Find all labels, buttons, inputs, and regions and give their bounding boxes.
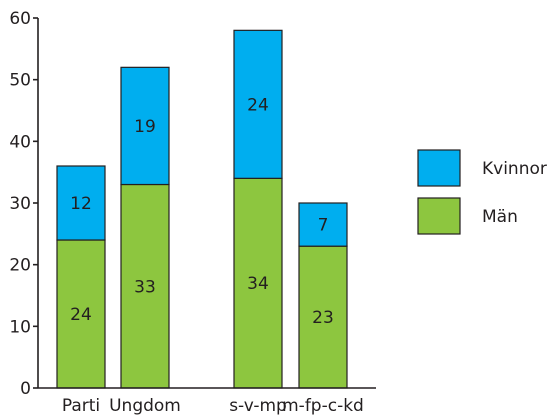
data-label: 7 bbox=[318, 216, 329, 236]
bar-segment-kvinnor bbox=[233, 29, 283, 179]
data-labels: 24 12 33 19 34 24 23 7 bbox=[70, 95, 334, 328]
data-label: 34 bbox=[247, 274, 269, 294]
y-tick-label: 30 bbox=[9, 194, 31, 214]
data-label: 24 bbox=[247, 95, 269, 115]
x-category-label: Ungdom bbox=[109, 396, 181, 416]
bar-segment-män bbox=[298, 245, 348, 389]
y-axis-ticks: 0 10 20 30 40 50 60 bbox=[9, 9, 38, 399]
bar-segment-kvinnor bbox=[298, 202, 348, 247]
legend: Kvinnor Män bbox=[417, 149, 547, 235]
bar-segment-män bbox=[233, 177, 283, 389]
bar-segment-kvinnor bbox=[56, 165, 106, 241]
bars bbox=[56, 29, 348, 389]
x-category-label: s-v-mp bbox=[229, 396, 287, 416]
legend-swatch-män bbox=[417, 197, 461, 235]
data-label: 12 bbox=[70, 194, 92, 214]
data-label: 33 bbox=[134, 277, 156, 297]
y-tick-label: 20 bbox=[9, 256, 31, 276]
y-tick-label: 10 bbox=[9, 317, 31, 337]
x-category-label: m-fp-c-kd bbox=[282, 396, 364, 416]
bar-segment-kvinnor bbox=[120, 66, 170, 186]
y-tick-label: 0 bbox=[20, 379, 31, 399]
x-category-label: Parti bbox=[62, 396, 100, 416]
data-label: 23 bbox=[312, 308, 334, 328]
legend-label-kvinnor: Kvinnor bbox=[482, 159, 547, 179]
bar-segment-män bbox=[120, 183, 170, 389]
y-tick-label: 40 bbox=[9, 132, 31, 152]
y-tick-label: 60 bbox=[9, 9, 31, 29]
legend-swatch-kvinnor bbox=[417, 149, 461, 187]
y-tick-label: 50 bbox=[9, 71, 31, 91]
x-axis-category-labels: Parti Ungdom s-v-mpm-fp-c-kd bbox=[62, 396, 364, 416]
legend-label-män: Män bbox=[482, 207, 518, 227]
data-label: 24 bbox=[70, 305, 92, 325]
data-label: 19 bbox=[134, 117, 156, 137]
